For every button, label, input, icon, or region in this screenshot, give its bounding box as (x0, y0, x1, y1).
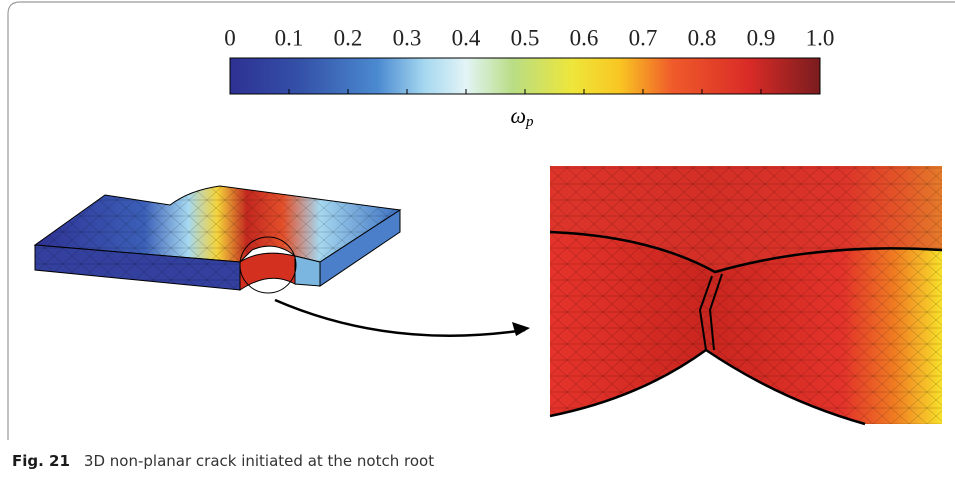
colorbar-tick-label: 0.3 (393, 25, 422, 50)
colorbar-tick-label: 0.8 (688, 25, 717, 50)
caption: Fig. 21 3D non-planar crack initiated at … (12, 452, 434, 470)
colorbar-tick-label: 0.9 (747, 25, 776, 50)
figure: 0 0.1 0.2 0.3 0.4 0.5 0.6 0.7 0.8 0.9 1.0 ωp Fig. … (0, 0, 955, 490)
colorbar-tick-label: 0.1 (275, 25, 304, 50)
colorbar-label-symbol: ω (510, 103, 526, 128)
caption-label: Fig. 21 (12, 452, 70, 470)
colorbar-label-subscript: p (525, 114, 534, 130)
colorbar: 0 0.1 0.2 0.3 0.4 0.5 0.6 0.7 0.8 0.9 1.0 (224, 25, 834, 94)
zoom-arrow (275, 300, 525, 336)
colorbar-tick-label: 0.6 (570, 25, 599, 50)
colorbar-tick-label: 1.0 (806, 25, 835, 50)
arrow-head (512, 322, 530, 336)
colorbar-label: ωp (510, 103, 534, 130)
colorbar-tick-label: 0.4 (452, 25, 481, 50)
colorbar-tick-label: 0.2 (334, 25, 363, 50)
colorbar-tick-label: 0.7 (629, 25, 658, 50)
caption-text: 3D non-planar crack initiated at the not… (84, 452, 434, 470)
plate-model (35, 186, 400, 293)
zoom-view (550, 166, 942, 424)
colorbar-tick-label: 0.5 (511, 25, 540, 50)
figure-graphic: 0 0.1 0.2 0.3 0.4 0.5 0.6 0.7 0.8 0.9 1.0 ωp (0, 0, 955, 445)
colorbar-gradient (230, 58, 820, 94)
colorbar-tick-label: 0 (224, 25, 236, 50)
